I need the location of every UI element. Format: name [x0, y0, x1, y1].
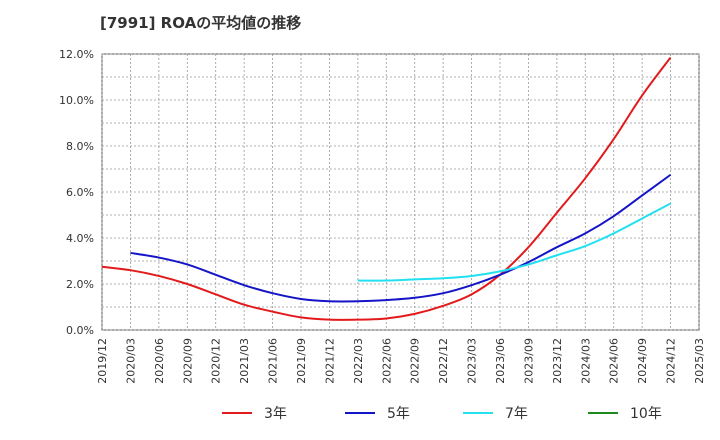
- legend-label-1: 3年: [264, 406, 287, 422]
- axes: 0.0% 2.0% 4.0% 6.0% 8.0% 10.0% 12.0% 2019/12 202…: [59, 48, 706, 384]
- x-tick-label: 2020/06: [153, 338, 166, 384]
- x-tick-label: 2024/12: [665, 338, 678, 384]
- x-tick-label: 2022/06: [380, 338, 393, 384]
- x-tick-label: 2021/09: [295, 338, 308, 384]
- x-tick-label: 2023/06: [494, 338, 507, 384]
- x-tick-label: 2023/03: [466, 338, 479, 384]
- legend-label-4: 10年: [630, 406, 662, 422]
- x-tick-label: 2023/12: [551, 338, 564, 384]
- series-line-3: [357, 202, 672, 282]
- y-tick-label: 8.0%: [66, 140, 94, 153]
- x-tick-label: 2021/06: [267, 338, 280, 384]
- x-tick-label: 2022/09: [409, 338, 422, 384]
- y-tick-label: 0.0%: [66, 324, 94, 337]
- x-tick-label: 2020/09: [181, 338, 194, 384]
- series-line-2: [130, 173, 672, 303]
- x-tick-label: 2020/12: [210, 338, 223, 384]
- legend: 3年 5年 7年 10年: [222, 406, 662, 422]
- x-tick-label: 2019/12: [96, 338, 109, 384]
- grid-lines: [101, 53, 700, 331]
- legend-label-2: 5年: [387, 406, 410, 422]
- y-tick-label: 10.0%: [59, 94, 94, 107]
- y-tick-label: 4.0%: [66, 232, 94, 245]
- x-tick-label: 2024/03: [579, 338, 592, 384]
- x-tick-label: 2022/03: [352, 338, 365, 384]
- series-lines: [101, 56, 672, 321]
- y-tick-label: 6.0%: [66, 186, 94, 199]
- x-tick-label: 2021/12: [323, 338, 336, 384]
- legend-label-3: 7年: [505, 406, 528, 422]
- x-tick-label: 2020/03: [124, 338, 137, 384]
- x-tick-label: 2023/09: [522, 338, 535, 384]
- y-tick-label: 2.0%: [66, 278, 94, 291]
- series-line-1: [101, 56, 672, 321]
- chart-title: [7991] ROAの平均値の推移: [100, 14, 302, 32]
- x-tick-label: 2025/03: [693, 338, 706, 384]
- y-tick-label: 12.0%: [59, 48, 94, 61]
- x-tick-label: 2024/06: [608, 338, 621, 384]
- x-tick-label: 2022/12: [437, 338, 450, 384]
- x-tick-label: 2021/03: [238, 338, 251, 384]
- x-tick-label: 2024/09: [636, 338, 649, 384]
